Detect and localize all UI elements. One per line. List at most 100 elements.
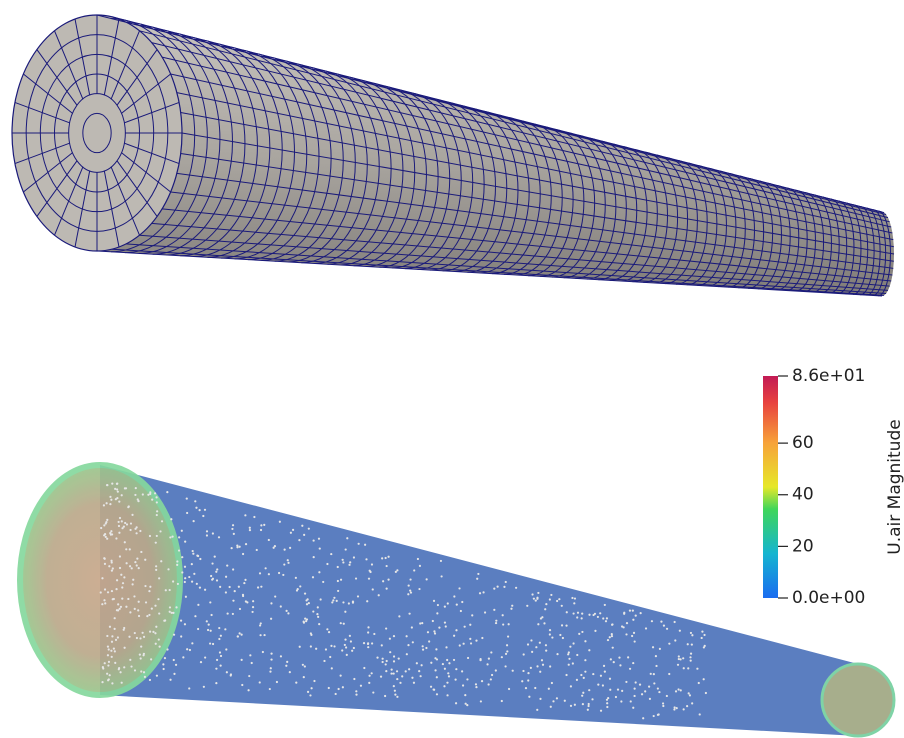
particle [119,608,121,610]
particle [526,605,528,607]
particle [114,628,116,630]
particle [548,688,550,690]
particle [304,592,306,594]
particle [323,660,325,662]
particle [109,626,111,628]
particle [152,631,154,633]
particle [155,496,157,498]
particle [131,567,133,569]
particle [111,590,113,592]
particle [169,679,171,681]
particle [419,565,421,567]
particle [620,700,622,702]
particle [104,588,106,590]
colorbar: U.air Magnitude 8.6e+016040200.0e+00 [763,366,904,608]
particle [566,611,568,613]
particle [391,669,393,671]
particle [106,538,108,540]
particle [116,579,118,581]
particle [340,579,342,581]
particle [167,568,169,570]
particle [121,494,123,496]
particle [401,675,403,677]
particle [134,608,136,610]
particle [453,635,455,637]
particle [158,577,160,579]
particle [104,563,106,565]
particle [312,576,314,578]
particle [149,491,151,493]
particle [263,524,265,526]
particle [337,590,339,592]
particle [668,643,670,645]
particle [660,621,662,623]
particle [274,545,276,547]
particle [355,694,357,696]
particle [181,530,183,532]
particle [372,691,374,693]
particle [298,539,300,541]
particle [307,691,309,693]
particle [107,654,109,656]
particle [533,598,535,600]
particle [635,681,637,683]
particle [130,665,132,667]
particle [418,588,420,590]
particle [199,509,201,511]
particle [527,643,529,645]
particle [502,614,504,616]
particle [114,662,116,664]
particle [350,640,352,642]
particle [634,688,636,690]
particle [674,706,676,708]
particle [658,713,660,715]
particle [322,581,324,583]
particle [301,525,303,527]
particle [172,580,174,582]
particle [343,623,345,625]
particle [188,687,190,689]
particle [156,501,158,503]
particle [475,640,477,642]
particle [549,665,551,667]
particle [248,675,250,677]
particle [353,678,355,680]
particle [330,645,332,647]
particle [184,623,186,625]
particle [683,708,685,710]
particle [592,614,594,616]
particle [147,494,149,496]
particle [376,657,378,659]
particle [126,562,128,564]
particle [479,592,481,594]
particle [386,565,388,567]
particle [345,646,347,648]
particle [588,703,590,705]
particle [132,579,134,581]
particle [107,591,109,593]
particle [210,630,212,632]
particle [537,592,539,594]
particle [367,626,369,628]
particle [335,693,337,695]
particle [634,640,636,642]
particle [440,560,442,562]
particle [432,620,434,622]
particle [576,679,578,681]
particle [265,567,267,569]
particle [149,631,151,633]
particle [260,529,262,531]
particle [407,644,409,646]
particle [360,685,362,687]
particle [458,587,460,589]
particle [195,507,197,509]
particle [690,632,692,634]
particle [456,604,458,606]
particle [289,671,291,673]
particle [461,670,463,672]
particle [188,576,190,578]
particle [588,614,590,616]
particle [241,659,243,661]
particle [618,656,620,658]
render-view: U.air Magnitude 8.6e+016040200.0e+00 [0,0,904,738]
